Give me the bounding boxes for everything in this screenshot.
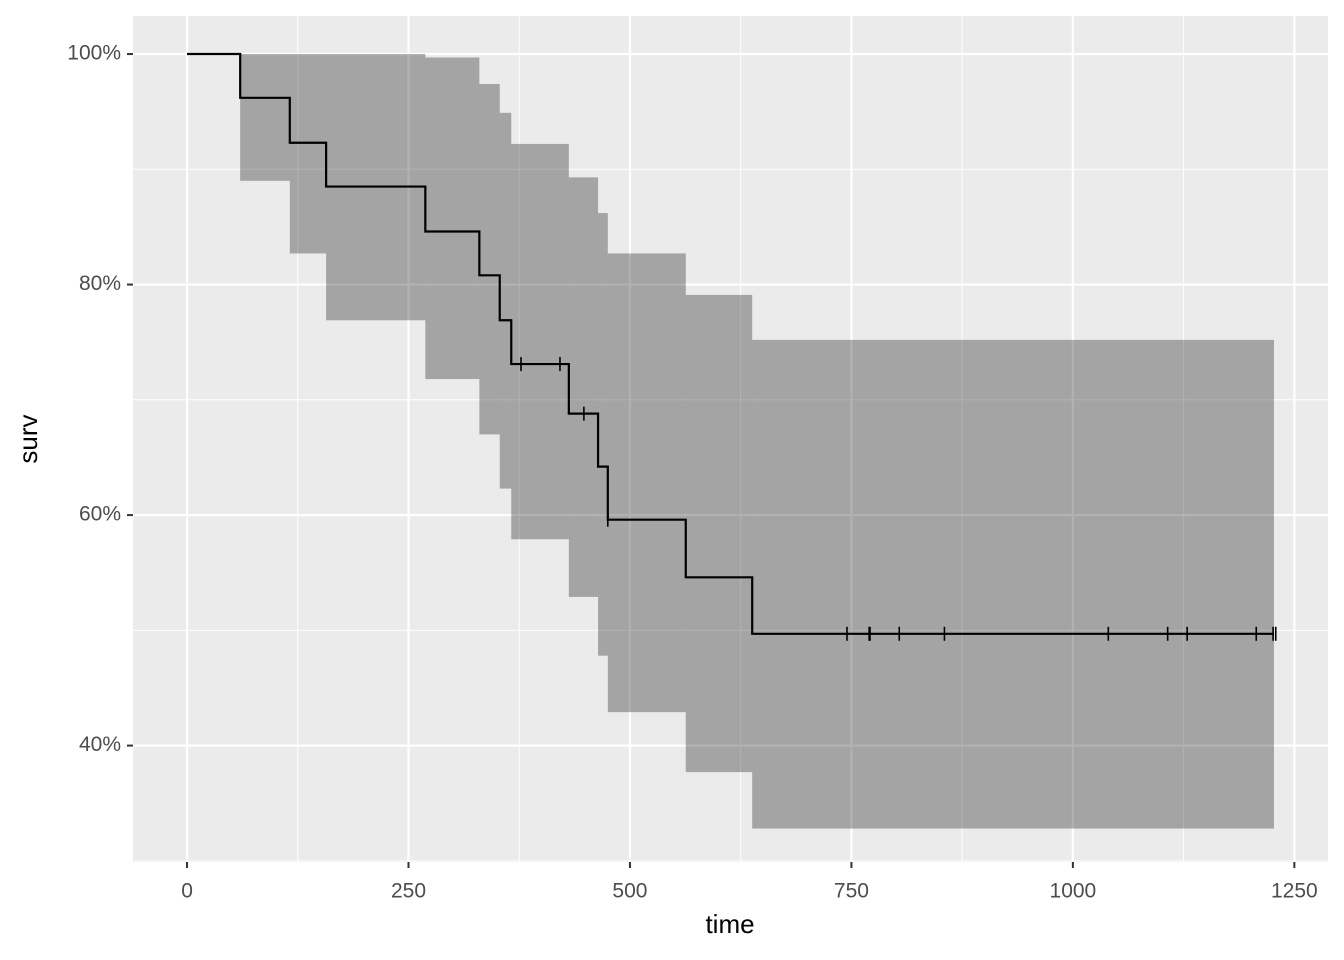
- survival-line: [187, 52, 1274, 635]
- y-tick-label: 40%: [79, 733, 121, 756]
- confidence-band: [685, 294, 753, 773]
- x-tick-label: 1000: [1050, 880, 1097, 903]
- x-tick-label: 750: [834, 880, 869, 903]
- y-axis-title: surv: [13, 414, 43, 463]
- confidence-band: [425, 57, 480, 380]
- confidence-band: [598, 213, 608, 656]
- confidence-band: [499, 112, 512, 489]
- x-axis-title: time: [705, 909, 754, 939]
- y-tick-label: 100%: [67, 42, 121, 65]
- confidence-band: [479, 84, 500, 435]
- confidence-band: [568, 177, 599, 597]
- y-tick-label: 60%: [79, 503, 121, 526]
- x-tick-label: 0: [181, 880, 193, 903]
- panel: [133, 16, 1328, 862]
- x-tick-label: 250: [391, 880, 426, 903]
- x-tick-label: 500: [612, 880, 647, 903]
- confidence-band: [752, 339, 1274, 829]
- confidence-band: [607, 253, 686, 713]
- y-tick-label: 80%: [79, 272, 121, 295]
- confidence-band: [511, 143, 569, 540]
- confidence-band: [240, 54, 290, 181]
- x-tick-label: 1250: [1271, 880, 1318, 903]
- confidence-band: [289, 54, 327, 254]
